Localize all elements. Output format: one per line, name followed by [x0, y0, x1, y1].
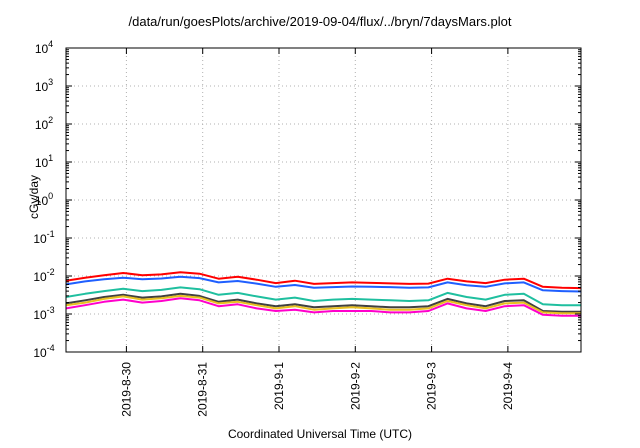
series-line-3: [65, 286, 581, 307]
chart-title: /data/run/goesPlots/archive/2019-09-04/f…: [128, 14, 512, 29]
axis-ticks: 10-4 10-3 10-2 10-1 100 101 102 103 104 2019-8-30…: [33, 39, 581, 417]
y-tick-label: 102: [35, 115, 53, 132]
series-group: [65, 271, 582, 317]
series-line-2: [65, 275, 582, 293]
x-axis-label: Coordinated Universal Time (UTC): [227, 427, 413, 441]
y-tick-label: 10-3: [33, 305, 54, 322]
x-tick-label: 2019-9-2: [348, 362, 362, 410]
y-tick-label: 10-2: [33, 267, 54, 284]
series-line-1: [65, 271, 582, 290]
series-line-4: [65, 292, 581, 313]
series-line-5: [65, 294, 581, 315]
x-tick-label: 2019-8-31: [196, 362, 210, 417]
x-tick-label: 2019-8-30: [119, 362, 133, 417]
y-tick-label: 104: [35, 39, 53, 56]
y-tick-label: 10-1: [33, 229, 54, 246]
x-tick-label: 2019-9-1: [272, 362, 286, 410]
x-tick-label: 2019-9-4: [501, 362, 515, 410]
series-line-6: [65, 297, 581, 317]
y-tick-label: 103: [35, 77, 53, 94]
x-tick-label: 2019-9-3: [425, 362, 439, 410]
grid-lines: [66, 48, 581, 352]
y-tick-label: 101: [35, 153, 53, 170]
y-tick-label: 10-4: [33, 343, 54, 360]
y-tick-label: 100: [35, 191, 53, 208]
